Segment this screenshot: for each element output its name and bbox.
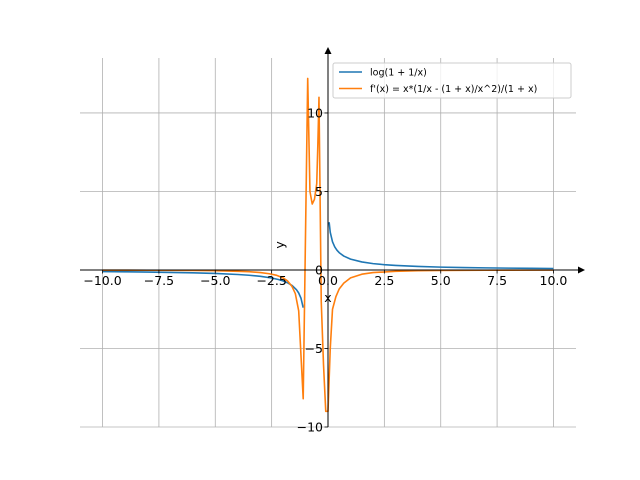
x-tick-label: −7.5 [144,273,174,288]
x-tick-label: 7.5 [487,273,507,288]
legend-frame [332,62,572,99]
series-lines [102,77,554,413]
x-tick-label: 10.0 [540,273,568,288]
x-tick-label: 5.0 [431,273,451,288]
series-line-log [328,222,554,270]
series-line-log [102,270,304,308]
y-tick-label: 0 [315,262,323,277]
axes [80,47,585,427]
y-axis-arrow-icon [324,47,332,54]
legend-label-log: log(1 + 1/x) [370,68,427,79]
x-tick-label: −5.0 [200,273,230,288]
series-line-derivative [102,77,554,413]
x-axis-label: x [324,290,331,305]
legend: log(1 + 1/x) f'(x) = x*(1/x - (1 + x)/x^… [332,62,572,99]
y-tick-label: −5 [305,341,323,356]
y-tick-label: 5 [315,184,323,199]
x-tick-label: −2.5 [256,273,286,288]
x-axis-arrow-icon [578,266,585,274]
x-tick-label: −10.0 [83,273,121,288]
ticks: −10.0 −7.5 −5.0 −2.5 0.0 2.5 5.0 7.5 10.0 −10 −5 0 5… [83,105,567,434]
x-tick-label: 0.0 [318,273,338,288]
y-axis-label: y [272,241,287,249]
x-tick-label: 2.5 [374,273,394,288]
legend-label-derivative: f'(x) = x*(1/x - (1 + x)/x^2)/(1 + x) [370,84,537,95]
y-tick-label: −10 [297,420,323,435]
y-tick-label: 10 [307,105,323,120]
